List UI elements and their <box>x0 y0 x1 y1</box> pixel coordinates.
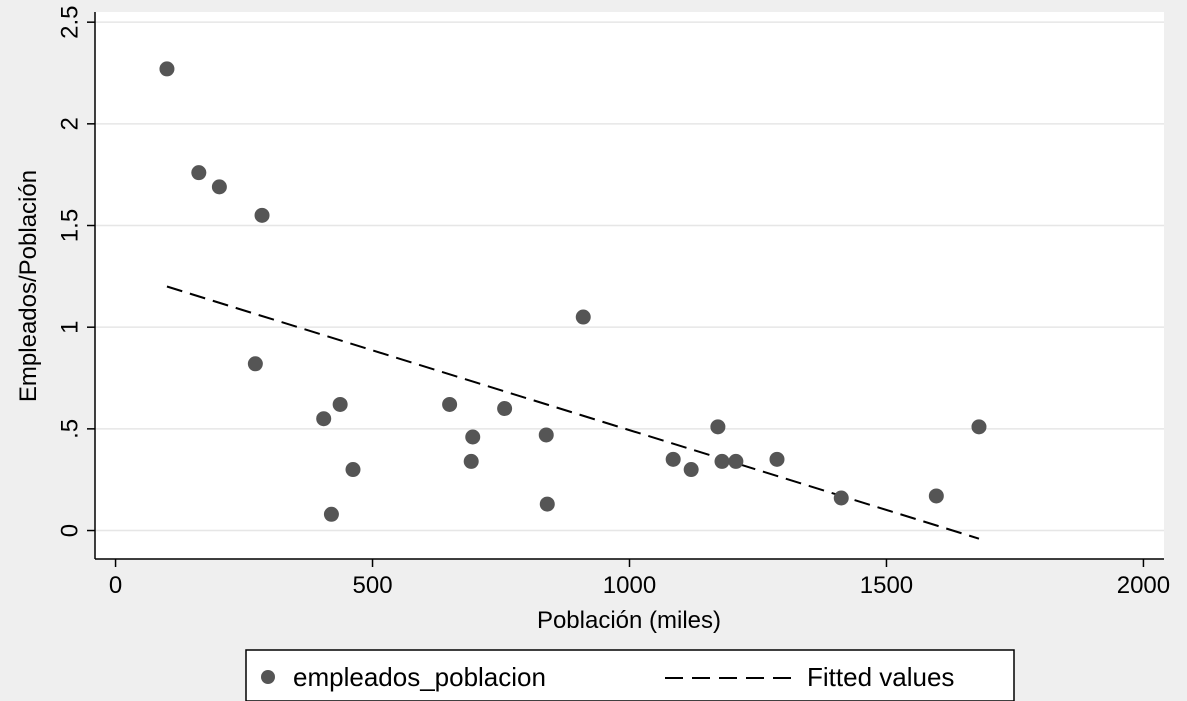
data-point <box>159 61 175 77</box>
x-tick-label: 0 <box>109 572 122 599</box>
x-tick-label: 1000 <box>603 572 656 599</box>
data-point <box>465 429 481 445</box>
data-point <box>710 419 726 435</box>
data-point <box>211 179 227 195</box>
x-tick-label: 2000 <box>1117 572 1170 599</box>
x-axis-title: Población (miles) <box>537 607 721 634</box>
legend-label-fitted: Fitted values <box>807 662 954 692</box>
y-tick-label: 0 <box>56 524 83 537</box>
plot-area <box>95 12 1164 559</box>
data-point <box>714 453 730 469</box>
data-point <box>463 453 479 469</box>
data-point <box>497 401 513 417</box>
x-tick-label: 1500 <box>860 572 913 599</box>
data-point <box>538 427 554 443</box>
axes: 0 .5 1 1.5 2 2.5 0 500 1000 1500 2000 <box>56 5 1170 599</box>
y-tick-label: 1 <box>56 321 83 334</box>
legend: empleados_poblacion Fitted values <box>245 649 1015 701</box>
data-point <box>316 411 332 427</box>
y-tick-label: .5 <box>56 419 83 439</box>
x-tick-label: 500 <box>353 572 393 599</box>
data-point <box>769 451 785 467</box>
data-point <box>971 419 987 435</box>
data-point <box>665 451 681 467</box>
data-point <box>442 396 458 412</box>
data-point <box>254 207 270 223</box>
data-point <box>191 165 207 181</box>
y-tick-label: 1.5 <box>56 209 83 242</box>
y-axis-title: Empleados/Población <box>15 170 42 402</box>
gridlines <box>95 21 1164 532</box>
legend-box <box>245 649 1015 701</box>
data-point <box>539 496 555 512</box>
data-points <box>159 61 987 522</box>
y-tick-label: 2 <box>56 117 83 130</box>
y-tick-label: 2.5 <box>56 5 83 38</box>
data-point <box>345 462 361 478</box>
data-point <box>728 453 744 469</box>
data-point <box>833 490 849 506</box>
legend-marker-scatter <box>261 670 275 684</box>
data-point <box>683 462 699 478</box>
data-point <box>928 488 944 504</box>
legend-label-scatter: empleados_poblacion <box>293 662 546 692</box>
data-point <box>247 356 263 372</box>
data-point <box>575 309 591 325</box>
data-point <box>332 396 348 412</box>
data-point <box>323 506 339 522</box>
